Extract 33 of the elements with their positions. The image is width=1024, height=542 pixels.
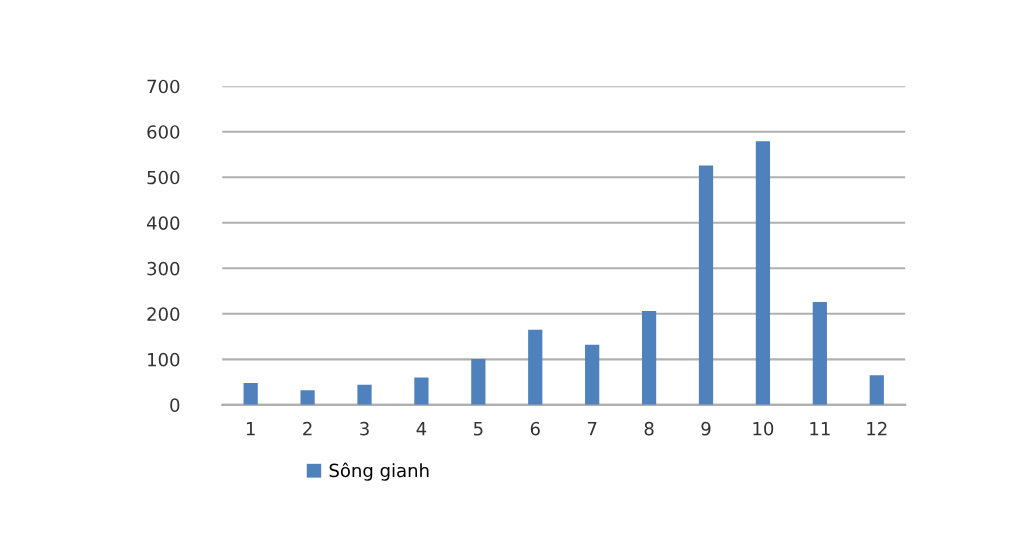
x-tick-label: 7 [587,422,597,436]
x-tick-label: 12 [867,421,887,436]
y-tick-label: 500 [147,170,180,185]
x-tick-label: 3 [360,421,369,436]
x-tick-label: 1 [246,422,255,436]
x-tick-label: 6 [530,421,540,436]
bar [585,344,600,405]
y-tick-label: 400 [146,216,180,230]
bar [641,311,657,405]
y-tick-label: 600 [147,125,180,139]
bar [528,329,543,405]
legend-label: Sông gianh [329,462,429,481]
bar [243,383,258,405]
bar [357,384,372,405]
bar [755,141,771,405]
y-tick-label: 200 [147,307,180,321]
x-tick-label: 2 [303,421,312,436]
y-tick-label: 100 [148,352,180,367]
x-tick-label: 9 [701,421,711,436]
x-tick-label: 8 [644,421,654,436]
bar [414,377,429,405]
x-tick-label: 5 [473,422,483,436]
x-tick-label: 4 [416,422,427,436]
bar [812,301,827,405]
bar [300,390,315,405]
x-tick-label: 11 [810,422,830,436]
y-tick-label: 300 [147,261,180,276]
y-tick-label: 0 [170,398,180,412]
bar [698,165,714,405]
x-tick-label: 10 [753,421,774,436]
bar [869,375,884,405]
y-tick-label: 700 [147,79,180,94]
bar [471,358,486,405]
